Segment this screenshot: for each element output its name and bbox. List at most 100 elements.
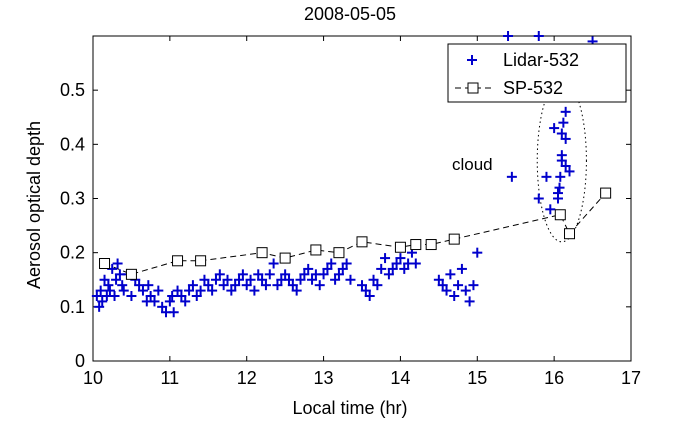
lidar-532-point (558, 117, 569, 128)
lidar-532-point (167, 291, 178, 301)
lidar-532-point (449, 291, 460, 301)
lidar-532-point (172, 285, 183, 296)
lidar-532-point (437, 280, 448, 291)
y-tick-label: 0.2 (60, 243, 85, 263)
y-tick-label: 0.3 (60, 189, 85, 209)
sp-532-point (99, 258, 111, 269)
lidar-532-point (545, 204, 556, 215)
lidar-532-point (118, 285, 129, 296)
legend: Lidar-532 SP-532 (447, 43, 627, 103)
lidar-532-point (180, 296, 191, 307)
sp-532-point (394, 241, 406, 253)
x-tick-label: 11 (161, 368, 180, 388)
y-tick-label: 0.1 (60, 297, 85, 317)
lidar-532-point (503, 31, 514, 41)
legend-label-sp: SP-532 (503, 78, 563, 98)
lidar-532-point (117, 280, 128, 291)
sp-532-point (256, 247, 268, 259)
lidar-532-point (380, 253, 391, 264)
lidar-532-point (291, 285, 302, 296)
lidar-532-point (541, 171, 552, 182)
lidar-532-point (234, 274, 245, 285)
lidar-532-point (303, 263, 314, 274)
lidar-532-point (318, 269, 329, 280)
lidar-532-point (245, 274, 256, 285)
lidar-532-point (376, 263, 387, 274)
lidar-532-point (184, 285, 195, 296)
series-layer (91, 31, 612, 318)
lidar-532-point (230, 280, 241, 291)
lidar-532-point (368, 274, 379, 285)
lidar-532-point (99, 274, 110, 285)
sp-532-point (279, 252, 291, 264)
lidar-532-point (260, 280, 271, 291)
lidar-532-point (453, 280, 464, 291)
sp-532-point (564, 228, 576, 240)
lidar-532-point (137, 285, 148, 296)
lidar-532-point (168, 307, 179, 318)
lidar-532-point (322, 263, 333, 274)
lidar-532-point (333, 269, 344, 280)
lidar-532-point (383, 269, 394, 280)
lidar-532-point (549, 123, 560, 134)
lidar-532-point (95, 285, 106, 296)
y-tick-label: 0.5 (60, 80, 85, 100)
lidar-532-point (280, 269, 291, 280)
lidar-532-point (157, 301, 168, 312)
lidar-532-point (176, 291, 187, 301)
lidar-532-point (143, 280, 154, 291)
lidar-532-point (564, 166, 575, 177)
sp-532-point (195, 255, 207, 267)
lidar-532-point (187, 280, 198, 291)
chart-title: 2008-05-05 (304, 4, 396, 24)
lidar-532-point (552, 188, 563, 199)
lidar-532-point (307, 274, 318, 285)
lidar-532-point (126, 291, 137, 301)
lidar-532-point (164, 296, 175, 307)
lidar-532-point (337, 263, 348, 274)
lidar-532-point (554, 182, 565, 193)
lidar-532-point (191, 291, 202, 301)
sp-532-point (172, 255, 184, 267)
lidar-532-point (360, 285, 371, 296)
lidar-532-point (241, 280, 252, 291)
lidar-532-point (210, 274, 221, 285)
lidar-532-point (195, 285, 206, 296)
lidar-532-point (472, 247, 483, 258)
lidar-532-point (299, 269, 310, 280)
sp-532-point (356, 236, 368, 248)
lidar-532-point (364, 291, 375, 301)
lidar-532-point (218, 280, 229, 291)
sp-532-point (410, 239, 422, 251)
x-tick-label: 17 (621, 368, 641, 388)
x-tick-label: 14 (390, 368, 410, 388)
sp-532-line (104, 192, 606, 275)
lidar-532-point (433, 274, 444, 285)
lidar-532-point (257, 274, 268, 285)
y-tick-label: 0.4 (60, 134, 85, 154)
sp-532-point (448, 233, 460, 245)
lidar-532-point (287, 280, 298, 291)
lidar-532-point (357, 280, 367, 291)
x-tick-label: 16 (544, 368, 564, 388)
sp-532-point (600, 187, 612, 199)
legend-label-lidar: Lidar-532 (503, 50, 579, 70)
lidar-532-point (441, 285, 452, 296)
lidar-532-point (391, 258, 402, 269)
lidar-532-point (112, 258, 123, 269)
x-tick-label: 12 (237, 368, 257, 388)
lidar-532-point (97, 296, 108, 307)
lidar-532-point (506, 171, 517, 182)
legend-square-marker (467, 82, 479, 94)
lidar-532-point (272, 280, 283, 291)
lidar-532-point (283, 274, 294, 285)
lidar-532-point (560, 133, 571, 144)
lidar-532-point (199, 274, 210, 285)
lidar-532-point (560, 161, 571, 171)
lidar-532-point (372, 280, 383, 291)
lidar-532-point (149, 296, 160, 307)
lidar-532-point (556, 128, 567, 139)
lidar-532-point (104, 285, 115, 296)
